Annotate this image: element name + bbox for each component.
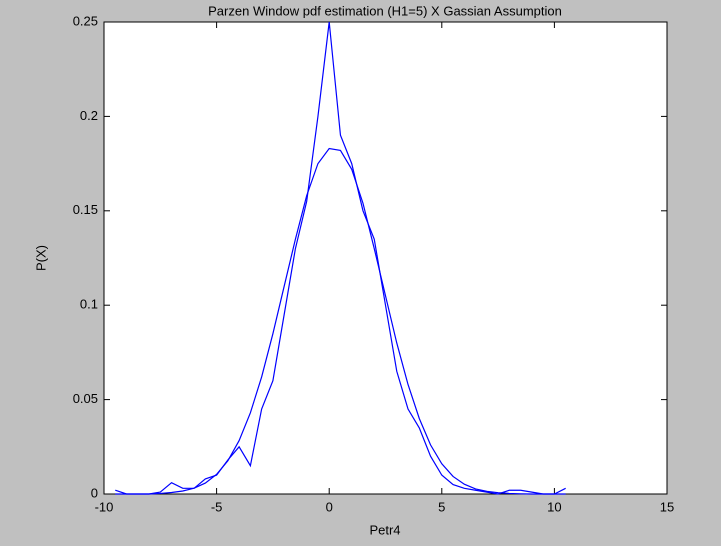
x-tick-label: 0 [326, 499, 333, 514]
x-axis-label: Petr4 [369, 522, 400, 537]
y-tick-label: 0.05 [73, 391, 98, 406]
plot-area [103, 21, 668, 495]
y-tick-label: 0.1 [80, 297, 98, 312]
line-series [115, 147, 566, 495]
x-tick-label: -10 [95, 499, 114, 514]
y-tick-label: 0 [91, 485, 98, 500]
x-tick-label: 10 [547, 499, 561, 514]
chart-title: Parzen Window pdf estimation (H1=5) X Ga… [208, 3, 562, 18]
line-series [115, 21, 566, 495]
y-tick-label: 0.2 [80, 108, 98, 123]
x-tick-label: 5 [438, 499, 445, 514]
y-tick-label: 0.25 [73, 13, 98, 28]
x-tick-label: -5 [211, 499, 223, 514]
x-tick-label: 15 [660, 499, 674, 514]
y-tick-label: 0.15 [73, 202, 98, 217]
y-axis-label: P(X) [33, 245, 48, 271]
